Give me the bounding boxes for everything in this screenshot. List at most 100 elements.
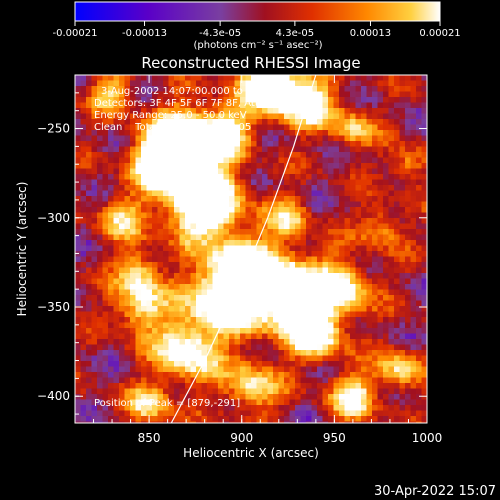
heatmap-cell: [218, 306, 224, 312]
heatmap-cell: [317, 289, 323, 296]
heatmap-cell: [256, 86, 263, 92]
heatmap-cell: [306, 333, 312, 340]
heatmap-cell: [377, 168, 384, 175]
heatmap-cell: [322, 229, 329, 235]
heatmap-cell: [190, 251, 197, 257]
heatmap-cell: [245, 207, 252, 213]
heatmap-cell: [256, 163, 263, 169]
heatmap-cell: [322, 75, 329, 81]
heatmap-cell: [174, 102, 180, 109]
heatmap-cell: [361, 174, 367, 180]
heatmap-cell: [157, 190, 164, 197]
heatmap-cell: [339, 372, 345, 378]
heatmap-cell: [102, 284, 109, 290]
heatmap-cell: [102, 394, 109, 400]
heatmap-cell: [201, 383, 208, 389]
heatmap-cell: [273, 218, 279, 224]
heatmap-cell: [333, 383, 340, 389]
heatmap-cell: [394, 377, 400, 384]
heatmap-cell: [157, 284, 164, 290]
heatmap-cell: [152, 344, 158, 351]
heatmap-cell: [421, 102, 427, 109]
heatmap-cell: [130, 179, 136, 186]
heatmap-cell: [273, 113, 279, 120]
heatmap-cell: [218, 196, 224, 202]
heatmap-cell: [344, 416, 351, 422]
heatmap-cell: [383, 119, 389, 125]
heatmap-cell: [234, 163, 241, 169]
heatmap-cell: [212, 102, 219, 109]
heatmap-cell: [273, 421, 279, 423]
heatmap-cell: [399, 201, 406, 208]
heatmap-cell: [399, 421, 406, 423]
heatmap-cell: [212, 410, 219, 417]
heatmap-cell: [135, 152, 142, 158]
heatmap-cell: [218, 311, 224, 318]
heatmap-cell: [355, 223, 362, 230]
heatmap-cell: [394, 240, 400, 246]
heatmap-cell: [97, 212, 103, 219]
heatmap-cell: [196, 130, 202, 136]
heatmap-cell: [328, 212, 334, 219]
heatmap-cell: [383, 251, 389, 257]
heatmap-cell: [300, 201, 307, 208]
heatmap-cell: [267, 196, 274, 202]
heatmap-cell: [284, 86, 290, 92]
heatmap-cell: [190, 262, 197, 268]
heatmap-cell: [289, 394, 296, 400]
heatmap-cell: [146, 306, 153, 312]
heatmap-cell: [97, 410, 103, 417]
heatmap-cell: [262, 113, 268, 120]
heatmap-cell: [97, 273, 103, 279]
heatmap-cell: [388, 251, 395, 257]
heatmap-cell: [295, 113, 301, 120]
heatmap-cell: [322, 196, 329, 202]
heatmap-cell: [372, 311, 378, 318]
heatmap-cell: [174, 141, 180, 147]
heatmap-cell: [267, 317, 274, 323]
heatmap-cell: [240, 207, 246, 213]
heatmap-cell: [245, 130, 252, 136]
heatmap-cell: [322, 163, 329, 169]
heatmap-cell: [344, 344, 351, 351]
heatmap-cell: [328, 416, 334, 422]
heatmap-cell: [377, 223, 384, 230]
heatmap-cell: [273, 306, 279, 312]
heatmap-cell: [113, 240, 120, 246]
heatmap-cell: [267, 421, 274, 423]
heatmap-cell: [229, 223, 235, 230]
heatmap-cell: [355, 289, 362, 296]
heatmap-cell: [207, 394, 213, 400]
heatmap-cell: [377, 157, 384, 164]
heatmap-cell: [405, 416, 411, 422]
heatmap-cell: [300, 350, 307, 356]
heatmap-cell: [284, 262, 290, 268]
heatmap-cell: [223, 113, 230, 120]
heatmap-cell: [240, 86, 246, 92]
heatmap-cell: [383, 234, 389, 241]
heatmap-cell: [361, 410, 367, 417]
heatmap-cell: [306, 218, 312, 224]
heatmap-cell: [350, 344, 356, 351]
heatmap-cell: [146, 267, 153, 274]
heatmap-cell: [174, 86, 180, 92]
heatmap-cell: [273, 146, 279, 153]
heatmap-cell: [383, 201, 389, 208]
heatmap-cell: [240, 240, 246, 246]
heatmap-cell: [372, 245, 378, 252]
heatmap-cell: [124, 278, 131, 285]
heatmap-cell: [262, 410, 268, 417]
heatmap-cell: [113, 372, 120, 378]
heatmap-cell: [201, 196, 208, 202]
heatmap-cell: [328, 267, 334, 274]
heatmap-cell: [168, 218, 175, 224]
heatmap-cell: [394, 251, 400, 257]
heatmap-cell: [421, 218, 427, 224]
heatmap-cell: [416, 168, 422, 175]
heatmap-cell: [174, 388, 180, 395]
heatmap-cell: [163, 383, 169, 389]
heatmap-cell: [168, 130, 175, 136]
heatmap-cell: [333, 190, 340, 197]
heatmap-cell: [256, 152, 263, 158]
heatmap-cell: [152, 80, 158, 87]
